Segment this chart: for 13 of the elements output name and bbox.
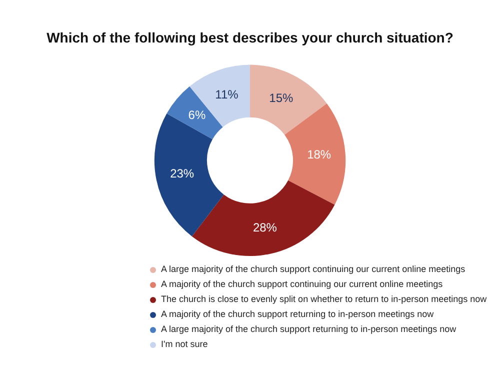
legend-label: A majority of the church support continuing our current online meetings <box>161 278 443 291</box>
legend-label: The church is close to evenly split on whether to return to in-person meetings now <box>161 293 487 306</box>
data-label: 15% <box>269 90 294 105</box>
legend-label: A large majority of the church support continuing our current online meetings <box>161 263 466 276</box>
data-label: 23% <box>170 166 194 181</box>
legend-label: A large majority of the church support returning to in-person meetings now <box>161 323 456 336</box>
data-label: 11% <box>215 87 239 102</box>
chart-title: Which of the following best describes your church situation? <box>46 29 454 46</box>
legend-label: I'm not sure <box>161 338 208 351</box>
data-label: 28% <box>252 220 278 234</box>
data-label: 6% <box>188 108 206 122</box>
data-label: 18% <box>307 147 332 162</box>
legend-label: A majority of the church support returning to in-person meetings now <box>161 308 434 321</box>
